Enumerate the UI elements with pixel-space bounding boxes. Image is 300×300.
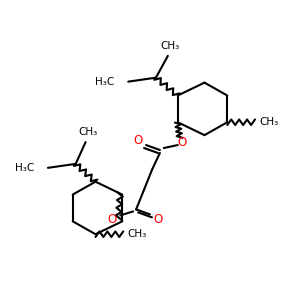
Text: CH₃: CH₃ xyxy=(128,229,147,239)
Text: O: O xyxy=(134,134,143,147)
Text: CH₃: CH₃ xyxy=(78,127,97,137)
Text: CH₃: CH₃ xyxy=(259,117,278,127)
Text: O: O xyxy=(153,213,163,226)
Text: CH₃: CH₃ xyxy=(160,41,179,51)
Text: O: O xyxy=(177,136,186,148)
Text: H₃C: H₃C xyxy=(95,76,114,87)
Text: O: O xyxy=(108,213,117,226)
Text: H₃C: H₃C xyxy=(15,163,34,173)
